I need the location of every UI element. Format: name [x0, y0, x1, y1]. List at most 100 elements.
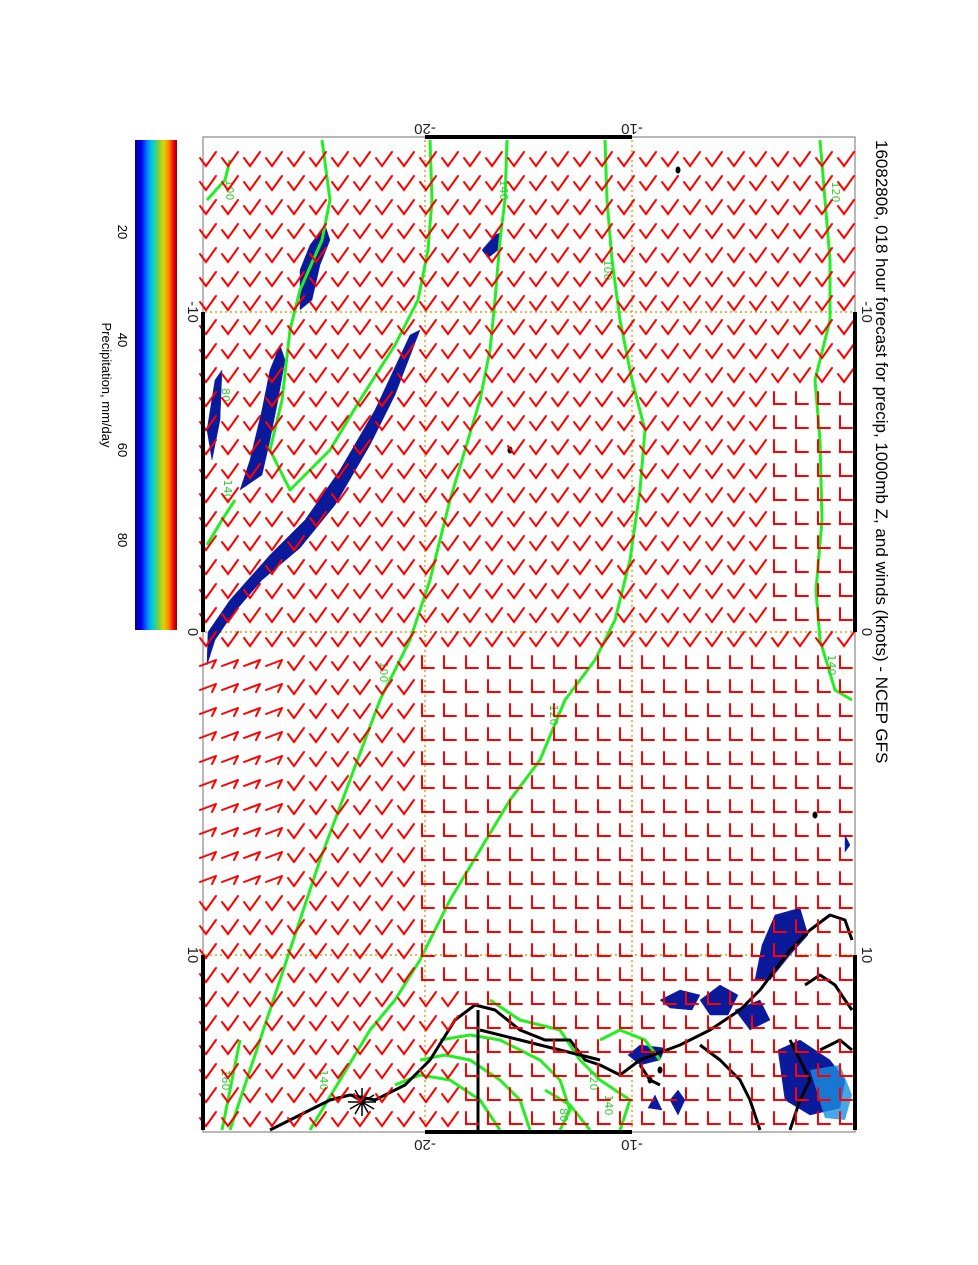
wind-barb: [463, 247, 481, 264]
wind-barb: [639, 247, 657, 264]
wind-barb: [265, 151, 283, 168]
wind-barb: [749, 391, 767, 408]
wind-barb: [487, 655, 501, 669]
wind-barb: [531, 679, 545, 693]
wind-barb: [265, 535, 283, 552]
wind-barb: [353, 415, 371, 432]
wind-barb: [727, 199, 745, 216]
wind-barb: [397, 871, 415, 888]
wind-barb: [465, 871, 479, 885]
wind-barb: [531, 895, 545, 909]
wind-barb: [727, 583, 745, 600]
wind-barb: [441, 271, 459, 288]
wind-barb: [707, 703, 721, 717]
wind-barb: [817, 895, 831, 909]
wind-barb: [551, 559, 569, 576]
wind-barb: [287, 967, 305, 984]
height-contour: [439, 1033, 572, 1131]
wind-barb: [353, 391, 371, 408]
wind-barb: [531, 847, 545, 861]
wind-barb: [639, 439, 657, 456]
wind-barb: [441, 991, 459, 1008]
wind-barb: [817, 823, 831, 837]
wind-barb: [221, 991, 239, 1008]
wind-barb: [419, 1015, 437, 1032]
wind-barb: [443, 703, 457, 717]
wind-barb: [837, 631, 855, 648]
wind-barb: [595, 199, 613, 216]
wind-barb: [443, 727, 457, 741]
wind-barb: [463, 511, 481, 528]
wind-barb: [507, 367, 525, 384]
wind-barb: [419, 631, 437, 648]
wind-barb: [817, 1039, 831, 1053]
wind-barb: [639, 175, 657, 192]
wind-barb: [641, 1087, 655, 1101]
wind-barb: [441, 1015, 459, 1032]
wind-barb: [443, 655, 457, 669]
wind-barb: [685, 1087, 699, 1101]
wind-barb: [265, 991, 283, 1008]
wind-barb: [485, 271, 503, 288]
wind-barb: [465, 775, 479, 789]
wind-barb: [243, 967, 261, 984]
wind-barb: [553, 1111, 567, 1125]
wind-barb: [529, 367, 547, 384]
wind-barb: [771, 175, 789, 192]
wind-barb: [375, 199, 393, 216]
wind-barb: [663, 1087, 677, 1101]
left-tick-label: 0: [184, 628, 201, 636]
wind-barb: [705, 535, 723, 552]
height-contour: [268, 139, 434, 492]
wind-barb: [751, 775, 765, 789]
wind-barb: [553, 679, 567, 693]
wind-barb: [817, 991, 831, 1005]
wind-barb: [375, 583, 393, 600]
wind-barb: [441, 175, 459, 192]
wind-barb: [507, 199, 525, 216]
wind-barb: [793, 295, 811, 312]
wind-barb: [817, 679, 831, 693]
wind-barb: [443, 847, 457, 861]
wind-barb: [419, 559, 437, 576]
wind-barb: [729, 991, 743, 1005]
wind-barb: [287, 535, 305, 552]
wind-barb: [375, 367, 393, 384]
wind-barb: [243, 439, 261, 456]
wind-barb: [397, 1039, 415, 1056]
wind-barb: [375, 703, 393, 720]
wind-barb: [465, 967, 479, 981]
wind-barb: [683, 367, 701, 384]
wind-barb: [751, 679, 765, 693]
wind-barb: [661, 463, 679, 480]
wind-barb: [375, 631, 393, 648]
wind-barb: [375, 991, 393, 1008]
wind-barb: [619, 655, 633, 669]
wind-barb: [619, 1039, 633, 1053]
wind-barb: [443, 943, 457, 957]
wind-barb: [661, 415, 679, 432]
wind-barb: [639, 391, 657, 408]
wind-barb: [485, 223, 503, 240]
wind-barb: [331, 511, 349, 528]
wind-barb: [641, 751, 655, 765]
wind-barb: [817, 727, 831, 741]
wind-barb: [729, 871, 743, 885]
wind-barb: [397, 247, 415, 264]
wind-barb: [509, 919, 523, 933]
wind-barb: [309, 559, 327, 576]
wind-barb: [397, 1087, 415, 1104]
wind-barb: [771, 631, 789, 648]
wind-barb: [441, 367, 459, 384]
wind-barb: [641, 655, 655, 669]
wind-barb: [309, 367, 327, 384]
wind-barb: [773, 823, 787, 837]
wind-barb: [575, 751, 589, 765]
wind-barb: [619, 1063, 633, 1077]
wind-barb: [727, 511, 745, 528]
wind-barb: [443, 967, 457, 981]
wind-barb: [309, 631, 327, 648]
wind-barb: [663, 1111, 677, 1125]
wind-barb: [705, 223, 723, 240]
wind-barb: [375, 775, 393, 792]
